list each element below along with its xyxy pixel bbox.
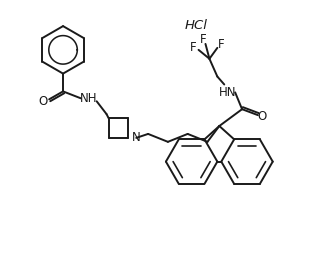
Text: O: O — [257, 110, 266, 123]
Text: O: O — [39, 95, 48, 108]
Text: F: F — [190, 41, 197, 54]
Text: F: F — [218, 38, 225, 51]
Text: HN: HN — [218, 86, 236, 99]
Text: N: N — [132, 131, 141, 144]
Text: NH: NH — [80, 92, 98, 105]
Text: HCl: HCl — [185, 19, 208, 32]
Text: F: F — [200, 34, 207, 46]
